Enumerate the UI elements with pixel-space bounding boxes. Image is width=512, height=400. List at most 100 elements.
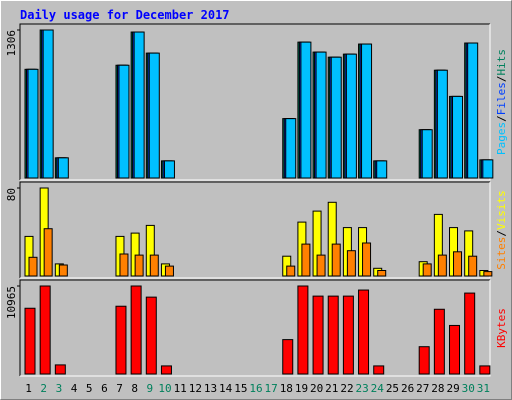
- bar: [24, 307, 36, 375]
- bar: [39, 285, 51, 375]
- bar: [58, 264, 68, 277]
- legend: Pages/Files/Hits: [495, 49, 508, 155]
- bar: [377, 270, 387, 277]
- bar: [331, 243, 341, 277]
- bar: [436, 69, 448, 179]
- x-tick-label: 6: [101, 382, 108, 395]
- bar: [133, 31, 145, 179]
- legend-entry: Files: [495, 82, 508, 115]
- y-tick-label: 80: [5, 188, 18, 201]
- x-tick-label: 29: [446, 382, 459, 395]
- bar: [453, 251, 463, 277]
- bar: [282, 339, 294, 375]
- x-tick-label: 2: [40, 382, 47, 395]
- bar: [163, 160, 175, 179]
- x-tick-label: 17: [265, 382, 278, 395]
- plot-bevel: [20, 182, 491, 279]
- x-tick-label: 26: [401, 382, 414, 395]
- plot-area: [20, 24, 490, 180]
- bar: [422, 263, 432, 277]
- bar: [285, 118, 297, 179]
- x-tick-label: 12: [189, 382, 202, 395]
- x-tick-label: 19: [295, 382, 308, 395]
- bar: [437, 254, 447, 277]
- y-tick-label: 10965: [5, 286, 18, 319]
- bar: [362, 242, 372, 277]
- x-tick-label: 18: [280, 382, 293, 395]
- legend: Sites/Visits: [495, 190, 508, 270]
- legend-entry: Hits: [495, 49, 508, 76]
- bar: [482, 159, 494, 179]
- x-tick-label: 20: [310, 382, 323, 395]
- x-tick-label: 27: [416, 382, 429, 395]
- bar: [145, 296, 157, 375]
- bar: [346, 250, 356, 277]
- plot-bevel: [20, 24, 491, 181]
- plot-bevel: [19, 279, 490, 376]
- bar: [130, 285, 142, 375]
- bar: [28, 256, 38, 277]
- bar: [330, 56, 342, 179]
- x-tick-label: 3: [56, 382, 63, 395]
- x-tick-label: 24: [371, 382, 385, 395]
- bar: [301, 243, 311, 277]
- legend-separator: /: [495, 76, 508, 83]
- x-tick-label: 8: [131, 382, 138, 395]
- bar: [376, 160, 388, 179]
- bar: [316, 254, 326, 277]
- bar: [361, 43, 373, 179]
- bar: [467, 42, 479, 179]
- bar: [115, 305, 127, 375]
- bar: [479, 365, 491, 375]
- x-tick-label: 16: [249, 382, 262, 395]
- bar: [452, 95, 464, 179]
- legend-entry: KBytes: [495, 308, 508, 348]
- plot-area: [20, 280, 490, 376]
- plot-bevel: [19, 181, 490, 278]
- bar: [134, 254, 144, 277]
- legend: KBytes: [495, 308, 508, 348]
- bar: [373, 365, 385, 375]
- bar: [300, 41, 312, 179]
- x-tick-label: 25: [386, 382, 399, 395]
- y-tick-label: 1306: [5, 30, 18, 57]
- bar: [119, 253, 129, 277]
- bar: [342, 295, 354, 375]
- x-tick-label: 23: [356, 382, 369, 395]
- legend-entry: Pages: [495, 122, 508, 155]
- bar: [468, 255, 478, 277]
- x-tick-label: 4: [71, 382, 78, 395]
- x-tick-label: 11: [174, 382, 187, 395]
- bar: [421, 129, 433, 179]
- bar: [345, 53, 357, 179]
- legend-separator: /: [495, 230, 508, 237]
- x-tick-label: 5: [86, 382, 93, 395]
- bar: [464, 292, 476, 375]
- x-tick-label: 14: [219, 382, 233, 395]
- chart-title: Daily usage for December 2017: [20, 8, 230, 22]
- bar: [297, 285, 309, 375]
- bar: [57, 157, 69, 179]
- bar: [418, 346, 430, 375]
- plot-area: [20, 182, 490, 278]
- x-tick-label: 13: [204, 382, 217, 395]
- bar: [315, 51, 327, 179]
- legend-entry: Sites: [495, 237, 508, 270]
- bar: [43, 228, 53, 277]
- bar: [54, 364, 66, 375]
- bar: [312, 295, 324, 375]
- bar: [433, 308, 445, 375]
- bar: [118, 64, 130, 179]
- bar: [27, 68, 39, 179]
- plot-bevel: [20, 280, 491, 377]
- plot-bevel: [19, 23, 490, 180]
- x-tick-label: 22: [340, 382, 353, 395]
- bar: [164, 265, 174, 277]
- bar: [358, 289, 370, 375]
- x-tick-label: 1: [25, 382, 32, 395]
- legend-separator: /: [495, 115, 508, 122]
- bar: [449, 324, 461, 375]
- bar: [160, 365, 172, 375]
